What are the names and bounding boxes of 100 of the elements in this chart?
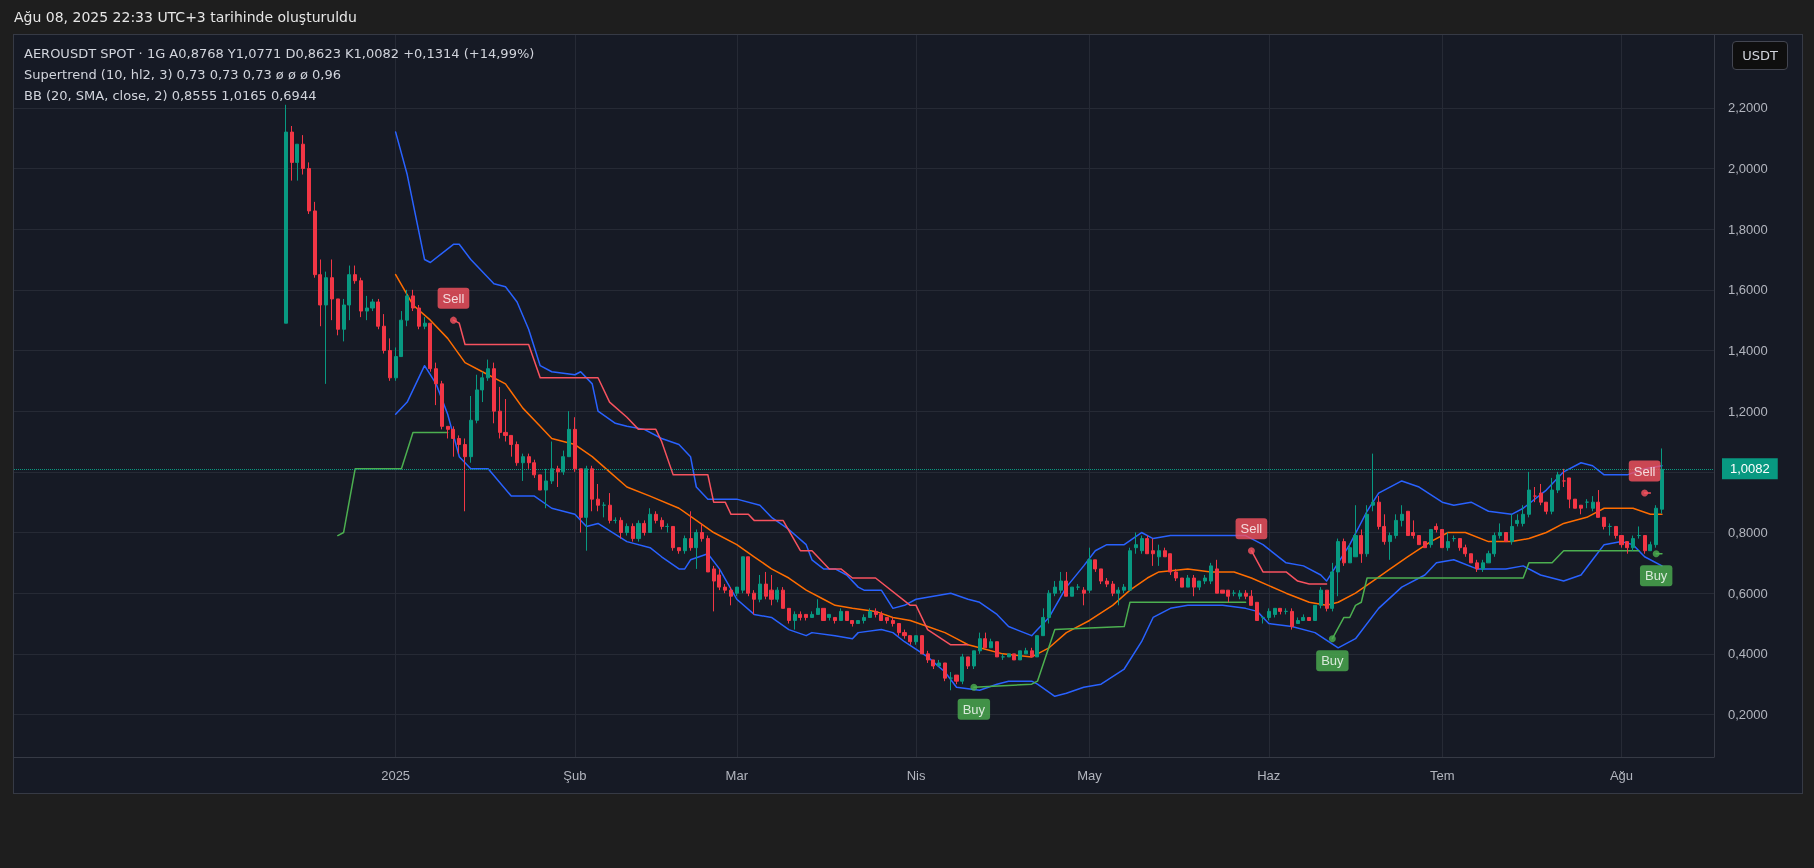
candlestick	[758, 574, 762, 603]
candlestick	[573, 416, 577, 473]
candlestick	[1186, 574, 1190, 588]
candlestick	[689, 510, 693, 552]
annotation: BB (20, SMA, close, 2) 0,8555 1,0165 0,6944	[24, 87, 318, 105]
y-tick-label: 2,2000	[1728, 100, 1768, 116]
candlestick	[1429, 528, 1433, 549]
candlestick	[798, 610, 802, 621]
y-tick-label: 1,2000	[1728, 403, 1768, 419]
candlestick	[1325, 589, 1329, 612]
candlestick	[706, 535, 710, 573]
candlestick	[330, 258, 334, 321]
candlestick	[1273, 607, 1277, 618]
candlestick	[1128, 547, 1132, 591]
candlestick	[677, 547, 681, 555]
candlestick	[1550, 477, 1554, 515]
x-tick-label: Ağu	[1609, 768, 1634, 783]
candlestick	[1336, 538, 1340, 597]
candlestick	[1064, 571, 1068, 597]
candlestick	[1417, 535, 1421, 546]
y-tick-label: 2,0000	[1728, 160, 1768, 176]
candlestick	[746, 556, 750, 597]
candlestick	[1330, 562, 1334, 612]
candlestick	[1510, 513, 1514, 546]
candlestick	[983, 632, 987, 649]
candlestick	[654, 510, 658, 524]
candlestick	[642, 519, 646, 537]
candlestick	[1608, 522, 1612, 537]
candlestick	[567, 410, 571, 458]
candlestick	[1469, 553, 1473, 564]
candlestick	[1035, 635, 1039, 658]
candlestick	[1434, 522, 1438, 534]
candlestick	[440, 380, 444, 430]
candlestick	[775, 586, 779, 603]
candlestick	[1024, 647, 1028, 655]
candlestick	[1654, 504, 1658, 549]
x-tick-label: Mar	[725, 768, 749, 783]
candlestick	[989, 638, 993, 649]
annotation: Buy	[1644, 568, 1668, 584]
ref-line-label: 1,0082	[1730, 461, 1770, 477]
candlestick	[741, 556, 745, 594]
candlestick	[810, 610, 814, 618]
candlestick	[1602, 516, 1606, 530]
candlestick	[1440, 528, 1444, 549]
y-tick-label: 1,8000	[1728, 221, 1768, 237]
candlestick	[579, 468, 583, 534]
candlestick	[1556, 471, 1560, 494]
candlestick	[1059, 571, 1063, 594]
candlestick	[1203, 574, 1207, 585]
y-tick-label: 0,8000	[1728, 525, 1768, 541]
candlestick	[827, 613, 831, 621]
candlestick	[671, 525, 675, 552]
y-tick-label: 1,4000	[1728, 343, 1768, 358]
annotation: Buy	[962, 701, 986, 717]
candlestick	[943, 662, 947, 682]
candlestick	[1018, 650, 1022, 661]
candlestick	[1087, 547, 1092, 594]
candlestick	[1394, 513, 1398, 540]
x-tick-label: Tem	[1429, 768, 1455, 783]
candlestick	[856, 619, 860, 625]
candlestick	[284, 104, 288, 324]
candlestick	[1388, 532, 1392, 561]
candlestick	[405, 289, 409, 327]
candlestick	[492, 362, 496, 424]
annotation: Sell	[1240, 521, 1263, 537]
point	[970, 683, 978, 691]
candlestick	[1122, 583, 1126, 594]
candlestick	[1047, 589, 1051, 625]
candlestick	[868, 607, 872, 618]
candlestick	[1099, 568, 1103, 585]
candlestick	[336, 298, 340, 336]
candlestick	[1596, 489, 1600, 518]
candlestick	[1007, 653, 1011, 658]
candlestick	[295, 143, 299, 182]
candlestick	[804, 613, 808, 621]
point	[1328, 635, 1336, 643]
candlestick	[417, 304, 421, 330]
candlestick	[1290, 607, 1294, 631]
candlestick	[1307, 616, 1311, 621]
candlestick	[556, 465, 560, 488]
candlestick	[1400, 504, 1404, 527]
candlestick	[434, 362, 438, 406]
text: Ağu 08, 2025 22:33 UTC+3 tarihinde oluşturuldu	[14, 9, 357, 25]
candlestick	[1278, 607, 1282, 615]
x-tick-label: Şub	[563, 768, 587, 783]
candlestick	[1116, 586, 1120, 606]
candlestick	[619, 516, 623, 540]
candlestick	[1527, 471, 1531, 518]
candlestick	[683, 535, 687, 555]
candlestick	[596, 483, 600, 512]
candlestick	[1012, 653, 1016, 661]
candlestick	[1533, 486, 1537, 503]
text: AEROUSDT SPOT · 1G A0,8768 Y1,0771 D0,8623 K1,0082 +0,1314 (+14,99%)	[24, 45, 535, 63]
candlestick	[885, 616, 889, 625]
candlestick	[723, 583, 727, 594]
candlestick	[1573, 498, 1577, 509]
candlestick	[1475, 559, 1479, 573]
candlestick	[1319, 586, 1323, 609]
y-tick-label: 0,2000	[1728, 707, 1768, 723]
candlestick	[1192, 574, 1196, 597]
